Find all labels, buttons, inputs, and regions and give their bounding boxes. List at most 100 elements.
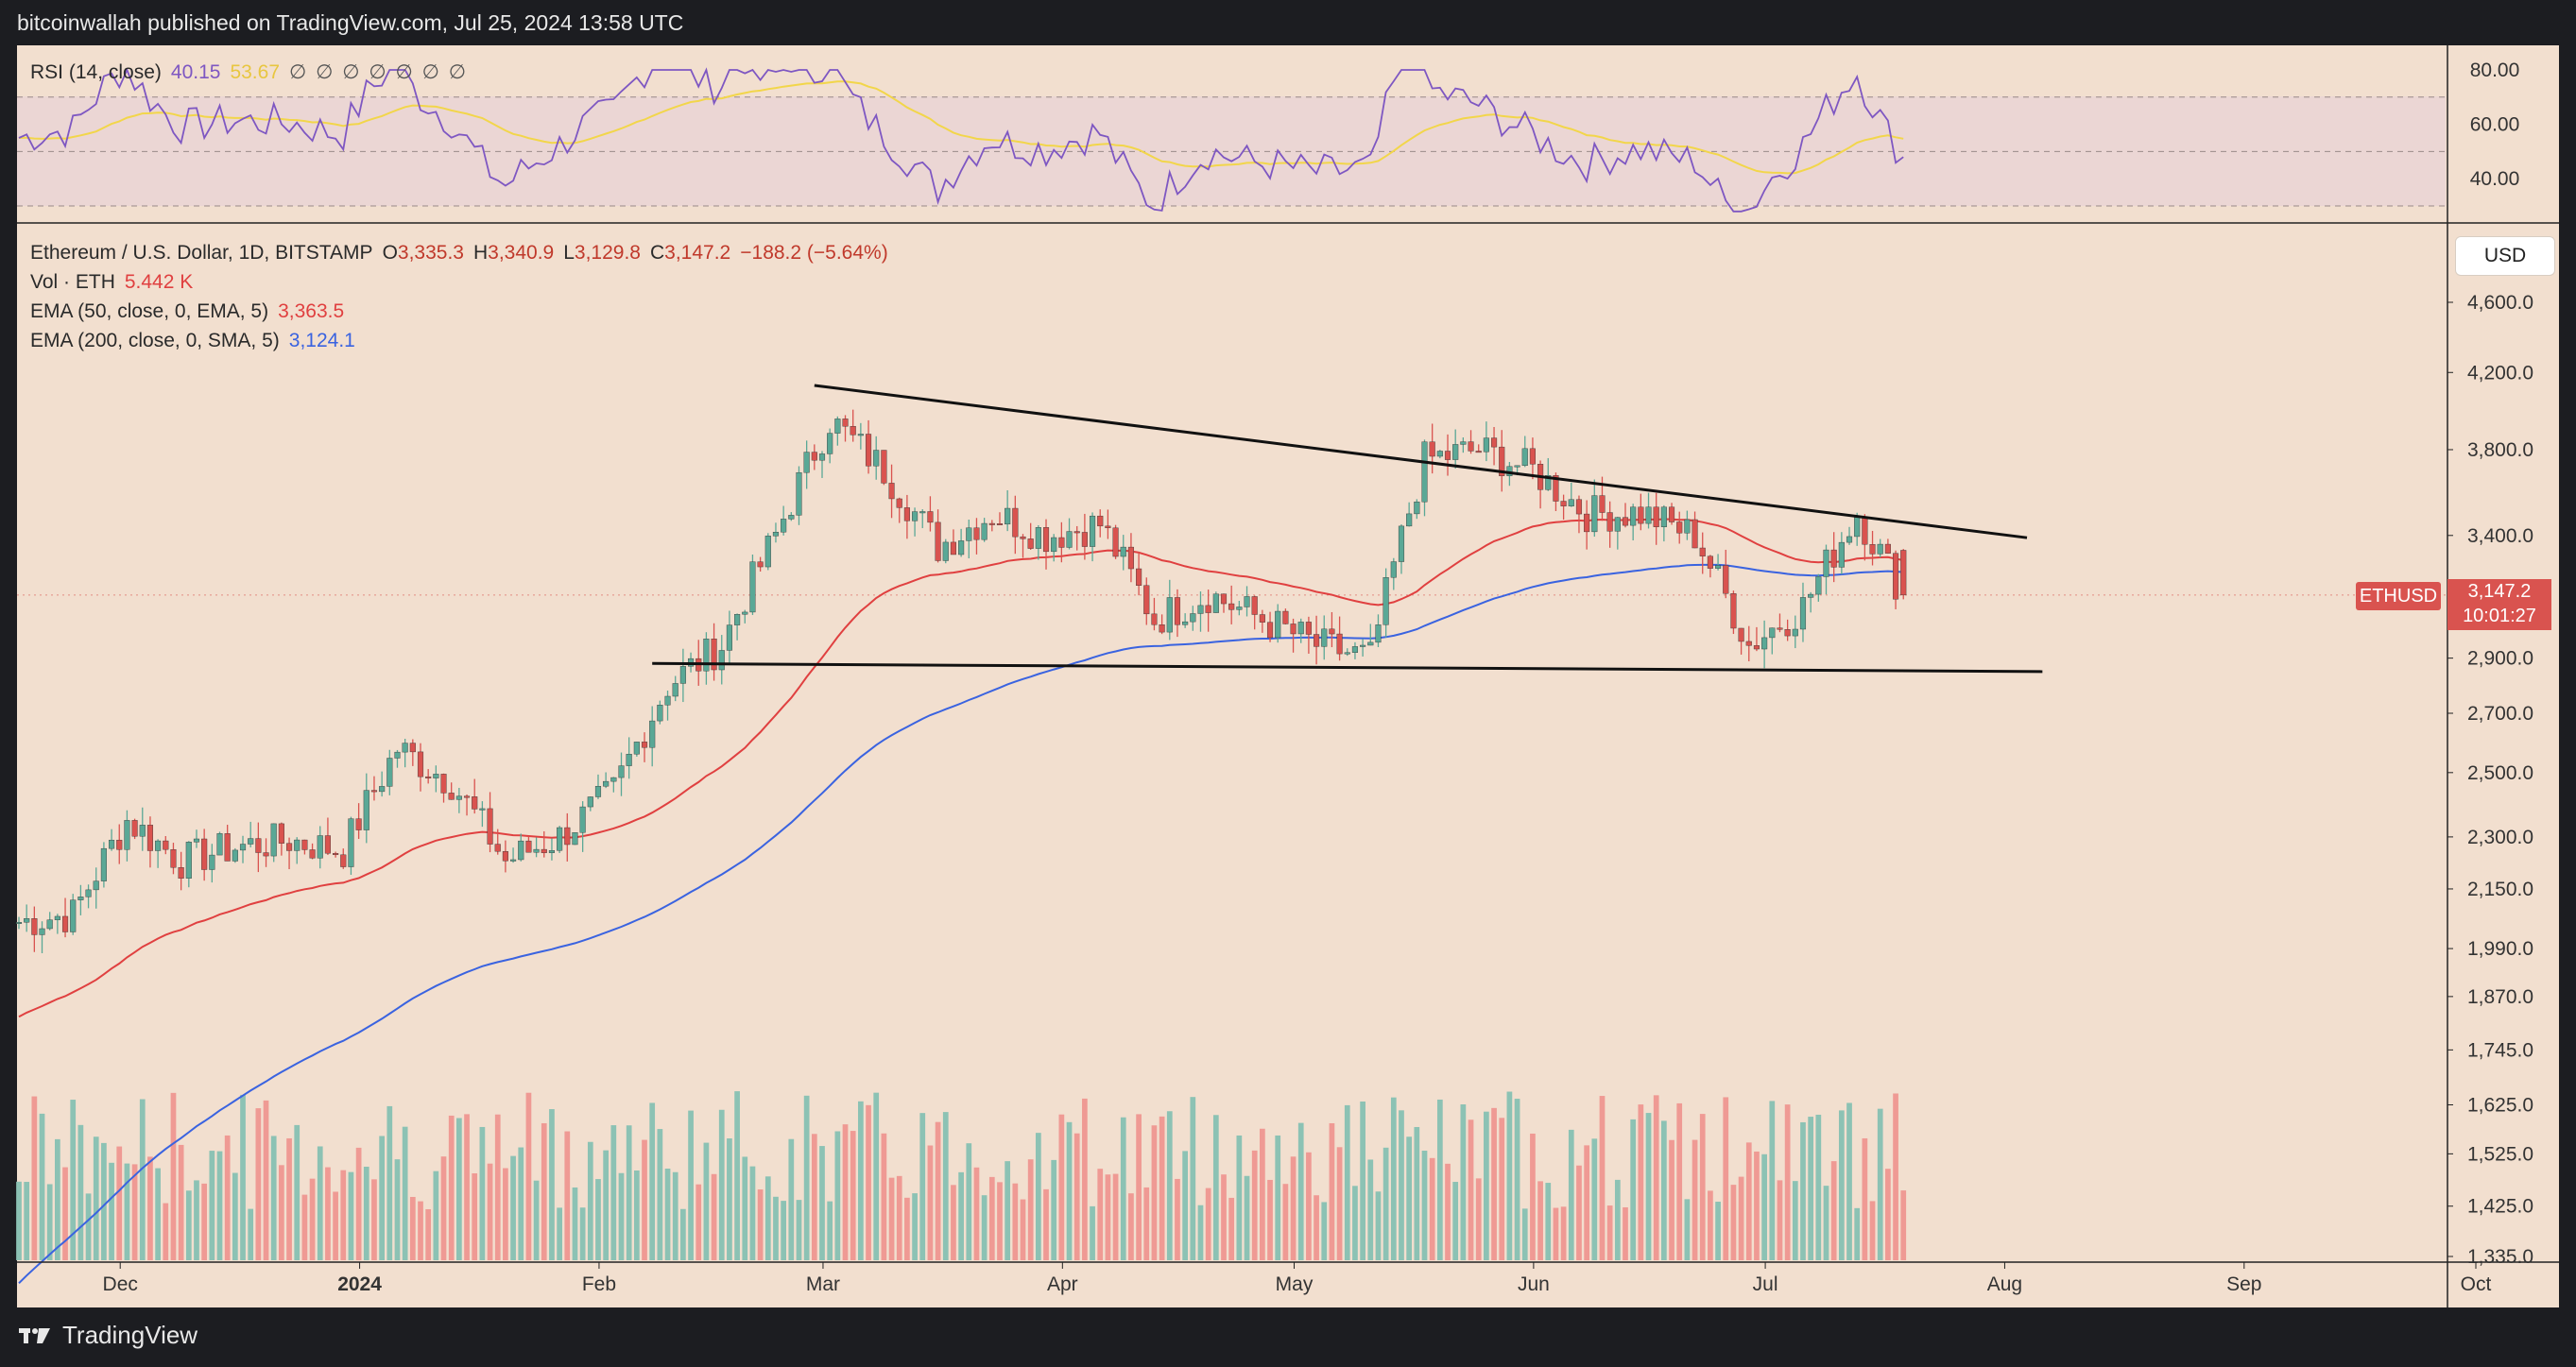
candle-body <box>502 850 508 862</box>
volume-bar <box>1653 1095 1659 1260</box>
candle-body <box>1290 624 1297 635</box>
volume-bar <box>1399 1110 1404 1260</box>
volume-bar <box>1236 1135 1243 1260</box>
rsi-tick-label: 60.00 <box>2470 114 2520 136</box>
volume-bar <box>1329 1122 1335 1260</box>
volume-bar <box>1885 1169 1891 1260</box>
currency-button[interactable]: USD <box>2455 236 2555 276</box>
candle-body <box>742 611 748 615</box>
candle-body <box>1830 549 1837 568</box>
volume-bar <box>718 1109 725 1260</box>
candle-body <box>1808 593 1814 598</box>
time-tick-label: Oct <box>2461 1273 2492 1295</box>
volume-bar <box>1360 1101 1365 1260</box>
candle-body <box>981 522 987 540</box>
candle-body <box>950 541 957 555</box>
volume-bar <box>317 1146 323 1260</box>
candle-body <box>1553 475 1559 502</box>
candle-body <box>1499 446 1505 476</box>
tradingview-logo[interactable]: TradingView <box>19 1321 197 1350</box>
ema200-line <box>18 563 1904 1285</box>
volume-bar <box>1105 1174 1111 1260</box>
volume-bar <box>409 1196 416 1260</box>
candle-body <box>1715 565 1722 569</box>
candle-body <box>618 765 625 778</box>
volume-label: Vol · ETH <box>30 271 115 293</box>
volume-bar <box>1151 1125 1158 1260</box>
volume-bar <box>1484 1111 1489 1260</box>
candle-body <box>1259 614 1265 623</box>
volume-bar <box>672 1171 678 1260</box>
candle-body <box>1584 513 1590 533</box>
candle-body <box>803 452 810 473</box>
candle-body <box>70 899 77 932</box>
volume-bar <box>70 1100 77 1260</box>
volume-bar <box>433 1170 439 1260</box>
volume-bar <box>440 1156 447 1260</box>
candle-body <box>1127 546 1134 570</box>
volume-bar <box>935 1121 941 1260</box>
candle-body <box>1205 605 1211 613</box>
volume-bar <box>1792 1181 1798 1260</box>
candle-body <box>1684 519 1691 534</box>
candle-body <box>487 808 493 845</box>
volume-bars <box>16 1091 1907 1260</box>
price-tick-label: 1,745.0 <box>2467 1039 2533 1061</box>
volume-bar <box>1175 1178 1180 1260</box>
candle-body <box>201 838 208 870</box>
candle-body <box>811 452 817 461</box>
candle-body <box>1005 507 1011 525</box>
candle-body <box>216 833 223 856</box>
close-label: C <box>650 242 665 264</box>
volume-bar <box>1869 1201 1876 1260</box>
candle-body <box>827 433 833 454</box>
volume-bar <box>1777 1180 1783 1260</box>
volume-bar <box>1382 1147 1389 1260</box>
chart-frame <box>17 45 2559 1307</box>
candle-body <box>649 720 656 748</box>
volume-bar <box>866 1104 871 1260</box>
candle-body <box>664 695 671 706</box>
candle-body <box>1197 605 1204 614</box>
candle-body <box>1769 627 1776 639</box>
ema200-path <box>18 563 1904 1285</box>
volume-bar <box>858 1101 864 1260</box>
volume-bar <box>981 1195 987 1260</box>
ema50-path <box>18 518 1904 1018</box>
time-tick-label: Aug <box>1987 1273 2022 1295</box>
candle-body <box>1027 538 1034 549</box>
candle-body <box>479 808 486 811</box>
candle-body <box>672 683 678 697</box>
candle-body <box>425 776 432 778</box>
candle-body <box>263 852 269 857</box>
candle-body <box>232 849 238 862</box>
candle-body <box>919 511 926 514</box>
candle-body <box>1560 501 1567 506</box>
volume-bar <box>1159 1116 1165 1260</box>
volume-bar <box>734 1091 740 1260</box>
volume-bar <box>325 1167 331 1260</box>
volume-bar <box>163 1203 169 1260</box>
candle-body <box>973 527 980 540</box>
candle-body <box>657 705 663 722</box>
candle-body <box>1638 506 1644 524</box>
candle-body <box>433 774 439 778</box>
candle-body <box>1753 645 1760 650</box>
candle-body <box>1468 441 1474 452</box>
candle-body <box>1730 593 1737 629</box>
candle-body <box>772 532 780 537</box>
candle-body <box>1854 517 1861 538</box>
candle-body <box>402 743 408 753</box>
price-tick-label: 2,150.0 <box>2467 879 2533 900</box>
volume-bar <box>503 1168 508 1260</box>
candle-body <box>888 483 895 500</box>
close-value: 3,147.2 <box>664 242 731 264</box>
candle-body <box>440 774 447 794</box>
price-tick-label: 1,335.0 <box>2467 1246 2533 1268</box>
tradingview-logo-icon <box>19 1327 50 1343</box>
candle-body <box>1398 525 1405 562</box>
candle-body <box>857 434 864 436</box>
rsi-ma-path <box>18 80 1904 175</box>
candle-body <box>533 848 540 853</box>
